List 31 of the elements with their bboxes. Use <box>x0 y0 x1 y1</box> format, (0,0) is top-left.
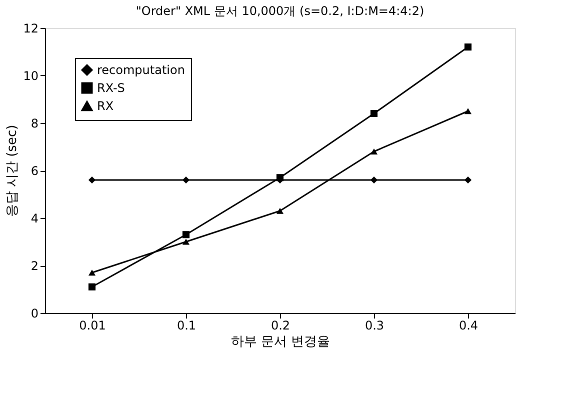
point <box>370 176 378 184</box>
legend-label: recomputation <box>97 63 185 77</box>
point <box>182 238 190 245</box>
point <box>182 231 190 238</box>
point <box>464 108 472 114</box>
y-tick-label: 4 <box>30 212 38 226</box>
point <box>88 176 96 184</box>
y-tick-label: 0 <box>30 306 38 320</box>
point <box>88 283 96 290</box>
y-tick-label: 12 <box>23 22 38 36</box>
y-tick-label: 2 <box>30 259 38 273</box>
y-tick-label: 10 <box>23 69 38 83</box>
x-tick-label: 0.4 <box>458 318 478 332</box>
x-tick-label: 0.2 <box>270 318 290 332</box>
legend-label: RX <box>97 99 114 113</box>
x-tick-label: 0.1 <box>176 318 196 332</box>
point <box>370 148 378 155</box>
point <box>464 43 472 51</box>
point <box>88 270 96 276</box>
point <box>276 208 284 214</box>
x-tick-label: 0.3 <box>364 318 384 332</box>
x-axis-title: 하부 문서 변경율 <box>230 334 330 350</box>
y-tick-label: 6 <box>30 164 38 178</box>
chart-title: "Order" XML 문서 10,000개 (s=0.2, I:D:M=4:4:2) <box>136 4 424 18</box>
y-axis-title: 응답 시간 (sec) <box>5 124 20 218</box>
x-tick-label: 0.01 <box>79 318 106 332</box>
legend-label: RX-S <box>97 81 125 95</box>
point <box>464 176 472 184</box>
y-tick-label: 8 <box>30 116 38 130</box>
point <box>370 110 378 118</box>
point <box>182 176 190 184</box>
